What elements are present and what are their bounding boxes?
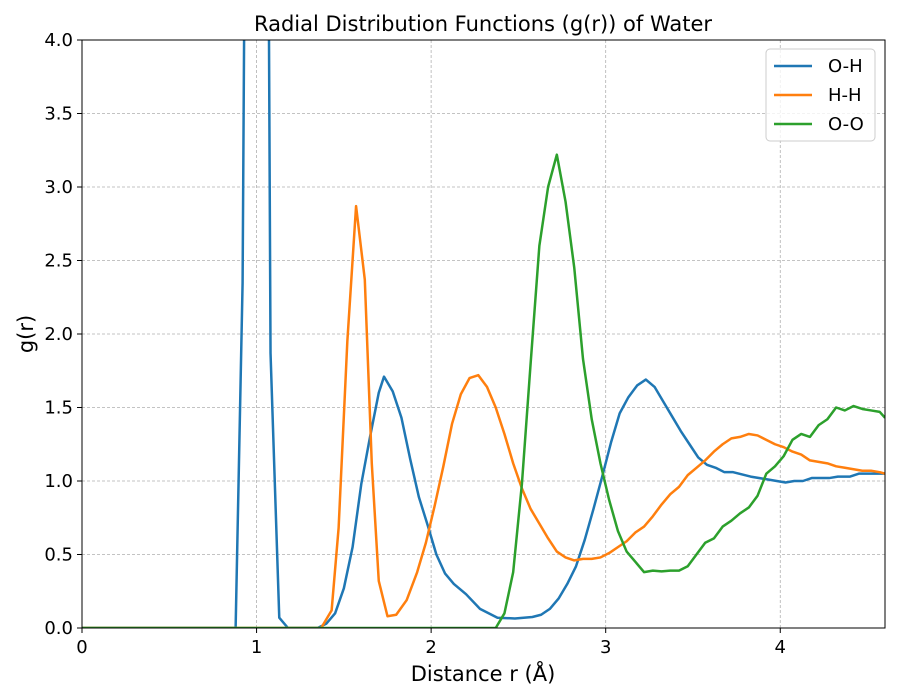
legend: O-H H-H O-O [765, 48, 876, 142]
y-tick-label: 2.5 [44, 251, 73, 272]
chart-title: Radial Distribution Functions (g(r)) of … [254, 12, 712, 36]
series-line-o-o [82, 153, 885, 628]
series-layer [82, 40, 885, 628]
y-tick-label: 0.5 [44, 545, 73, 566]
x-axis-label: Distance r (Å) [411, 660, 556, 686]
legend-box [765, 48, 876, 142]
x-tick-label: 0 [76, 637, 87, 658]
y-tick-label: 4.0 [44, 30, 73, 51]
y-axis-ticks: 0.0 0.5 1.0 1.5 2.0 2.5 3.0 3.5 4.0 [44, 30, 82, 639]
x-tick-label: 3 [600, 637, 611, 658]
x-tick-label: 4 [775, 637, 786, 658]
y-tick-label: 3.0 [44, 177, 73, 198]
y-axis-label: g(r) [14, 315, 38, 353]
x-tick-label: 1 [251, 637, 262, 658]
y-tick-label: 3.5 [44, 104, 73, 125]
x-tick-label: 2 [425, 637, 436, 658]
legend-label-h-h: H-H [828, 85, 862, 106]
series-line-o-h [82, 40, 885, 628]
y-tick-label: 2.0 [44, 324, 73, 345]
legend-label-o-o: O-O [828, 114, 864, 135]
legend-label-o-h: O-H [828, 56, 863, 77]
y-tick-label: 0.0 [44, 618, 73, 639]
y-tick-label: 1.5 [44, 398, 73, 419]
y-tick-label: 1.0 [44, 471, 73, 492]
x-axis-ticks: 0 1 2 3 4 [76, 628, 786, 658]
series-line-h-h [82, 204, 885, 628]
